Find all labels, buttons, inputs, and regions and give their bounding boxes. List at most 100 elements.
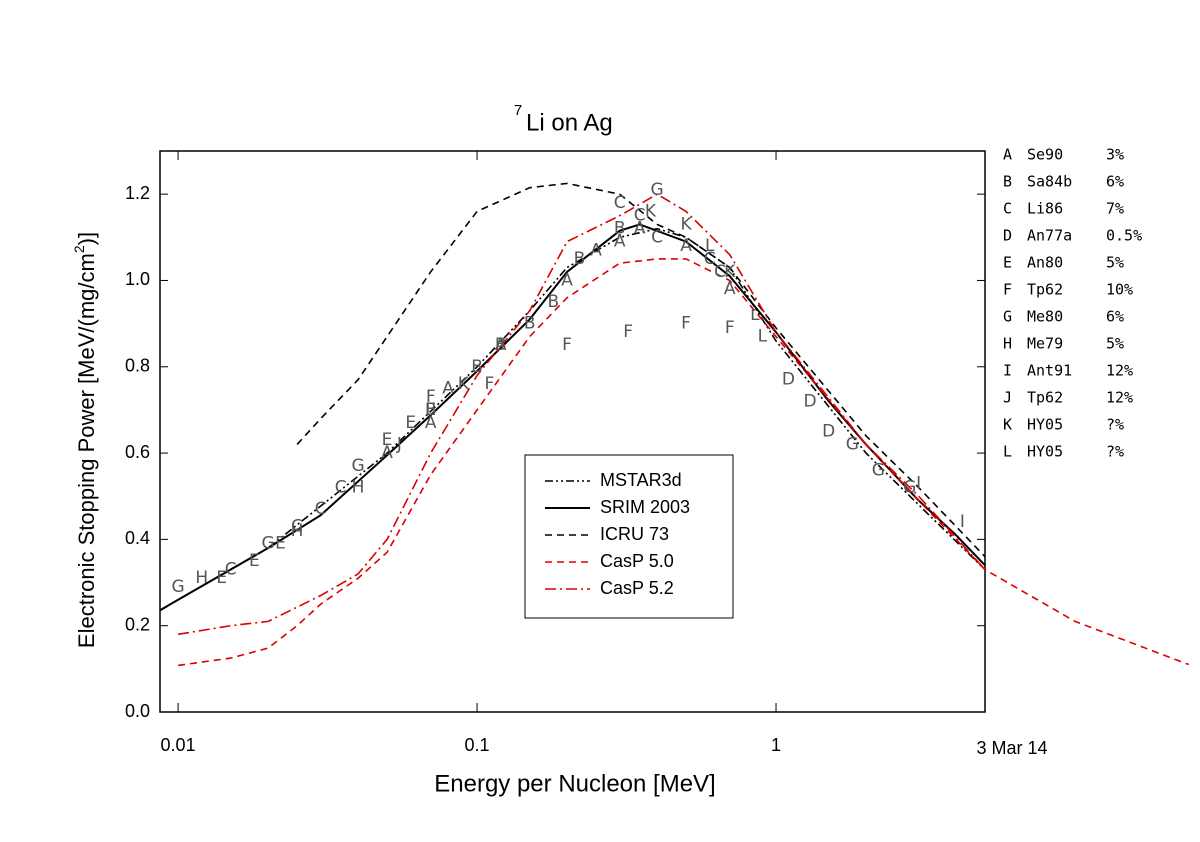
reference-name: Se90 <box>1027 146 1063 164</box>
data-point: C <box>291 516 303 536</box>
y-tick-label: 0.4 <box>125 528 150 548</box>
data-point: E <box>405 413 416 433</box>
data-point: A <box>561 270 573 290</box>
y-tick-label: 0.0 <box>125 701 150 721</box>
reference-letter: B <box>1003 173 1012 191</box>
data-point: B <box>524 314 536 334</box>
reference-name: Tp62 <box>1027 281 1063 299</box>
reference-letter: H <box>1003 335 1012 353</box>
reference-letter: K <box>1003 416 1012 434</box>
data-point: A <box>634 219 646 239</box>
data-point: A <box>495 335 507 355</box>
y-axis-label-end: )] <box>74 232 99 245</box>
reference-name: Li86 <box>1027 200 1063 218</box>
data-point: C <box>614 193 626 213</box>
data-point: C <box>634 206 646 226</box>
data-point: A <box>381 443 393 463</box>
data-point: B <box>548 292 560 312</box>
data-point: D <box>804 391 817 411</box>
reference-letter: E <box>1003 254 1012 272</box>
data-point: G <box>261 534 274 554</box>
plot-frame <box>159 150 986 713</box>
legend-label: CasP 5.0 <box>600 551 674 571</box>
reference-uncertainty: 12% <box>1106 362 1133 380</box>
reference-uncertainty: 3% <box>1106 146 1124 164</box>
data-point: B <box>425 400 437 420</box>
legend-label: MSTAR3d <box>600 470 682 490</box>
data-point: C <box>651 227 663 247</box>
reference-uncertainty: 5% <box>1106 335 1124 353</box>
data-point: D <box>822 422 835 442</box>
data-point: G <box>872 460 885 480</box>
data-point: E <box>249 551 260 571</box>
data-point: F <box>725 318 735 338</box>
title-superscript: 7 <box>514 102 522 119</box>
legend-box <box>524 454 734 619</box>
data-point: I <box>960 512 965 532</box>
data-point: B <box>495 335 507 355</box>
data-point: C <box>335 478 347 498</box>
y-tick-label: 1.2 <box>125 183 150 203</box>
reference-name: Tp62 <box>1027 389 1063 407</box>
reference-name: Me80 <box>1027 308 1063 326</box>
data-point: F <box>562 335 572 355</box>
data-point: B <box>574 249 586 269</box>
y-tick-label: 0.2 <box>125 614 150 634</box>
reference-name: Me79 <box>1027 335 1063 353</box>
data-point: A <box>724 279 736 299</box>
data-point: L <box>750 305 760 325</box>
y-tick-label: 0.6 <box>125 442 150 462</box>
reference-uncertainty: ?% <box>1106 416 1124 434</box>
data-point: K <box>645 201 657 221</box>
y-axis-label-superscript: 2 <box>71 245 87 253</box>
reference-letter: A <box>1003 146 1012 164</box>
data-point: G <box>171 577 184 597</box>
reference-letter: D <box>1003 227 1012 245</box>
reference-uncertainty: 10% <box>1106 281 1133 299</box>
data-point: A <box>614 232 626 252</box>
y-axis-label-main: Electronic Stopping Power [MeV/(mg/cm <box>74 253 99 648</box>
data-point: L <box>758 327 768 347</box>
data-point: B <box>614 219 626 239</box>
date-label: 3 Mar 14 <box>976 738 1047 758</box>
reference-uncertainty: 5% <box>1106 254 1124 272</box>
y-tick-label: 0.8 <box>125 356 150 376</box>
data-point: A <box>680 236 692 256</box>
reference-name: HY05 <box>1027 443 1063 461</box>
y-axis-label: Electronic Stopping Power [MeV/(mg/cm2)] <box>71 232 99 648</box>
reference-uncertainty: 0.5% <box>1106 227 1142 245</box>
data-point: E <box>382 430 393 450</box>
series-line <box>177 258 1189 667</box>
reference-uncertainty: 7% <box>1106 200 1124 218</box>
reference-letter: J <box>1003 389 1012 407</box>
legend-label: CasP 5.2 <box>600 578 674 598</box>
reference-name: An77a <box>1027 227 1072 245</box>
reference-name: An80 <box>1027 254 1063 272</box>
legend-label: ICRU 73 <box>600 524 669 544</box>
x-tick-label: 0.01 <box>161 735 196 755</box>
series-line <box>159 227 986 612</box>
data-point: G <box>650 180 663 200</box>
reference-letter: C <box>1003 200 1012 218</box>
chart-title: Li on Ag <box>526 109 613 136</box>
data-point: C <box>714 262 726 282</box>
y-axis-label-group: Electronic Stopping Power [MeV/(mg/cm2)] <box>71 232 99 648</box>
series-line <box>296 182 986 558</box>
data-point: C <box>704 249 716 269</box>
x-tick-label: 0.1 <box>465 735 490 755</box>
reference-letter: G <box>1003 308 1012 326</box>
reference-name: HY05 <box>1027 416 1063 434</box>
reference-name: Ant91 <box>1027 362 1072 380</box>
data-point: I <box>916 473 921 493</box>
data-point: B <box>471 357 483 377</box>
data-point: E <box>216 568 227 588</box>
reference-letter: I <box>1003 362 1012 380</box>
data-point: K <box>724 262 736 282</box>
data-point: C <box>315 499 327 519</box>
data-point: H <box>352 478 365 498</box>
reference-letter: F <box>1003 281 1012 299</box>
data-point: D <box>782 370 795 390</box>
reference-uncertainty: 6% <box>1106 308 1124 326</box>
data-point: H <box>291 521 304 541</box>
